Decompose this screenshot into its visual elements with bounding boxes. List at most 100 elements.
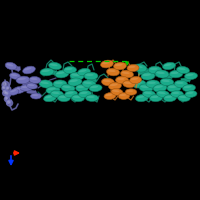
Ellipse shape [136,94,148,102]
Ellipse shape [156,72,165,74]
Ellipse shape [85,74,94,76]
Ellipse shape [132,80,146,88]
Ellipse shape [76,84,88,92]
Ellipse shape [61,84,75,92]
Ellipse shape [16,76,30,84]
Ellipse shape [39,80,53,88]
Ellipse shape [104,93,116,99]
Ellipse shape [10,90,16,92]
Ellipse shape [50,64,58,66]
Ellipse shape [158,92,166,94]
FancyArrow shape [22,81,33,87]
Ellipse shape [155,70,169,78]
Ellipse shape [87,96,95,98]
Ellipse shape [71,74,80,76]
Ellipse shape [11,74,17,76]
Ellipse shape [122,72,130,74]
Circle shape [3,87,5,89]
Ellipse shape [176,82,184,84]
Ellipse shape [82,80,96,88]
Ellipse shape [124,82,132,84]
Ellipse shape [65,90,77,98]
Ellipse shape [73,96,81,98]
Ellipse shape [185,91,197,97]
Ellipse shape [44,94,56,102]
Ellipse shape [103,80,111,82]
Circle shape [4,91,6,93]
Ellipse shape [150,94,162,102]
Ellipse shape [55,70,69,78]
Ellipse shape [148,66,162,74]
Ellipse shape [153,84,167,92]
Ellipse shape [10,73,20,79]
Ellipse shape [125,89,137,95]
Ellipse shape [174,80,188,88]
Ellipse shape [183,84,195,92]
Ellipse shape [164,64,172,66]
Ellipse shape [108,70,116,72]
Ellipse shape [109,82,121,90]
Ellipse shape [66,92,74,94]
Ellipse shape [186,92,193,94]
Ellipse shape [185,72,197,80]
Ellipse shape [141,72,155,80]
Ellipse shape [23,66,35,74]
Ellipse shape [102,62,110,64]
Ellipse shape [46,86,60,94]
Ellipse shape [178,68,186,70]
Ellipse shape [83,82,92,84]
Ellipse shape [54,82,63,84]
Circle shape [4,96,10,102]
Ellipse shape [171,91,183,97]
Ellipse shape [146,80,160,88]
Circle shape [3,82,6,85]
Ellipse shape [171,72,179,74]
Ellipse shape [178,95,190,101]
Ellipse shape [40,81,49,84]
Ellipse shape [172,92,180,94]
Ellipse shape [179,96,187,98]
Circle shape [8,101,10,103]
Ellipse shape [62,86,71,88]
Ellipse shape [53,80,67,88]
Ellipse shape [80,92,88,94]
Ellipse shape [47,88,56,90]
FancyArrow shape [181,77,191,83]
Ellipse shape [144,92,152,94]
Ellipse shape [114,62,126,70]
Ellipse shape [133,82,142,84]
FancyArrow shape [27,89,37,95]
Ellipse shape [78,68,90,76]
Ellipse shape [49,62,61,70]
Ellipse shape [131,78,138,80]
Ellipse shape [17,78,26,80]
Ellipse shape [115,64,123,66]
Ellipse shape [127,64,139,72]
Ellipse shape [90,86,98,88]
Ellipse shape [111,89,123,95]
Ellipse shape [117,78,125,80]
Ellipse shape [89,84,102,92]
Ellipse shape [160,78,174,86]
Ellipse shape [30,78,37,80]
Ellipse shape [177,66,189,74]
Ellipse shape [41,70,50,72]
Ellipse shape [30,93,42,99]
Ellipse shape [6,64,13,66]
Ellipse shape [169,70,183,78]
Ellipse shape [65,68,73,70]
Ellipse shape [9,89,19,95]
Ellipse shape [20,85,32,91]
Ellipse shape [139,84,153,92]
Ellipse shape [116,76,128,84]
FancyArrow shape [11,64,21,72]
Ellipse shape [163,62,175,70]
Ellipse shape [29,76,41,84]
Ellipse shape [162,80,170,82]
Ellipse shape [140,85,149,88]
Circle shape [5,92,10,96]
Ellipse shape [143,90,155,98]
Ellipse shape [24,67,31,70]
Ellipse shape [154,85,163,88]
Ellipse shape [58,94,70,102]
